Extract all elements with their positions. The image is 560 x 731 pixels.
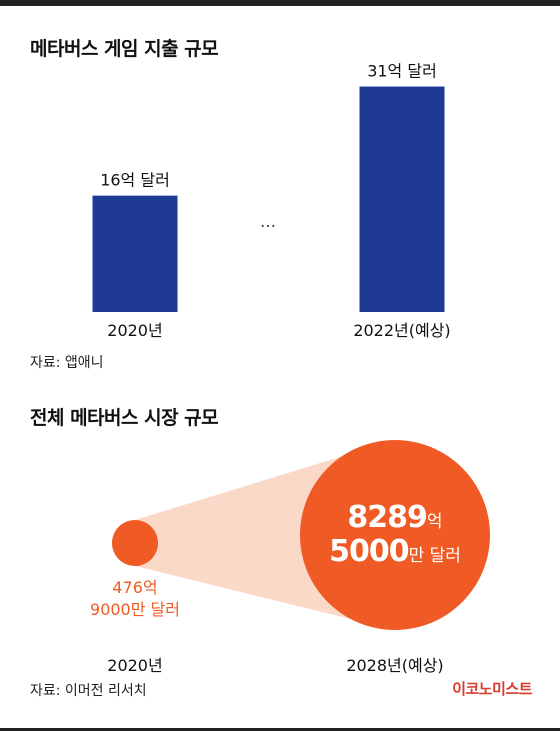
bubble-chart-source: 자료: 이머전 리서치 xyxy=(30,683,147,699)
bubble-category-2020: 2020년 xyxy=(107,656,163,675)
big-bubble-number1: 8289 xyxy=(347,499,427,535)
bar-1 xyxy=(92,195,178,312)
bubble-category-2028: 2028년(예상) xyxy=(346,656,444,675)
bar-category-label-2: 2022년(예상) xyxy=(353,321,450,340)
bar-chart: 16억 달러 2020년 31억 달러 2022년(예상) … xyxy=(92,62,451,340)
big-bubble-unit2: 만 달러 xyxy=(408,546,461,566)
bar-value-label-2: 31억 달러 xyxy=(367,62,437,81)
brand-logo: 이코노미스트 xyxy=(452,680,532,698)
small-bubble-2020 xyxy=(112,520,158,566)
big-bubble-2028: 8289억 5000만 달러 xyxy=(300,440,490,630)
bottom-rule xyxy=(0,728,560,731)
bubble-chart: 476억 9000만 달러 8289억 5000만 달러 2020년 2028년… xyxy=(0,440,560,680)
small-bubble-value-line1: 476억 xyxy=(112,578,158,597)
big-bubble-unit1: 억 xyxy=(426,511,443,532)
bubble-chart-title: 전체 메타버스 시장 규모 xyxy=(30,407,219,429)
bar-value-label-1: 16억 달러 xyxy=(100,171,170,190)
big-bubble-number2: 5000 xyxy=(329,534,409,569)
small-bubble-value-line2: 9000만 달러 xyxy=(90,599,180,619)
bar-chart-source: 자료: 앱애니 xyxy=(30,355,104,371)
ellipsis-mark: … xyxy=(260,212,276,231)
bar-2 xyxy=(359,86,445,312)
top-rule xyxy=(0,0,560,6)
bar-chart-title: 메타버스 게임 지출 규모 xyxy=(30,38,219,60)
small-bubble-label: 476억 9000만 달러 xyxy=(55,577,215,620)
bar-category-label-1: 2020년 xyxy=(107,321,162,340)
